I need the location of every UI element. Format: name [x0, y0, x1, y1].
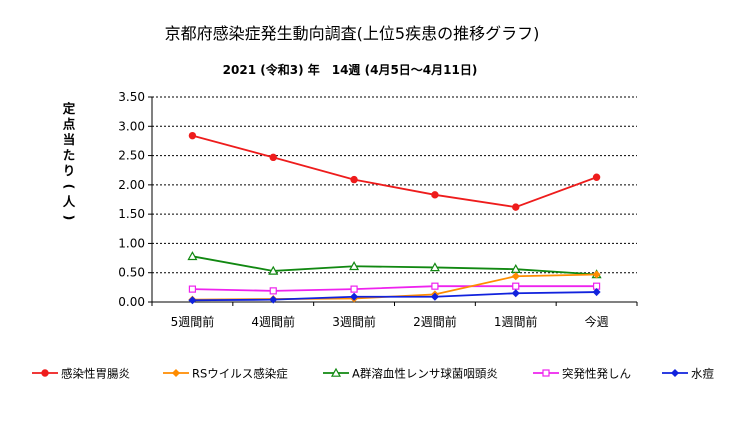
- series-3: [188, 282, 601, 295]
- y-tick-label: 1.00: [118, 236, 145, 250]
- legend: 感染性胃腸炎 RSウイルス感染症 A群溶血性レンサ球菌咽頭炎 突発性発しん 水痘: [32, 367, 714, 381]
- y-axis-label-char: 当: [63, 132, 76, 147]
- series-line: [192, 255, 597, 276]
- data-point: [431, 282, 439, 290]
- data-point: [349, 261, 360, 271]
- y-axis-label-char: 定: [62, 101, 76, 116]
- data-point: [511, 272, 520, 281]
- legend-label: 水痘: [691, 367, 714, 381]
- x-tick-label: 今週: [585, 314, 609, 329]
- data-point: [350, 292, 359, 301]
- y-tick-label: 3.00: [118, 119, 145, 133]
- x-tick-label: 3週間前: [332, 314, 376, 329]
- legend-label: 突発性発しん: [562, 367, 631, 381]
- data-point: [187, 251, 198, 261]
- y-axis-label-char: た: [63, 148, 76, 163]
- y-tick-label: 3.50: [118, 90, 145, 104]
- legend-marker: [171, 368, 181, 378]
- y-axis-label-char: り: [63, 163, 76, 178]
- y-axis-label-char: ): [62, 215, 77, 221]
- legend-marker: [542, 369, 550, 377]
- y-tick-label: 2.00: [118, 178, 145, 192]
- series-line: [192, 134, 597, 209]
- y-axis-label-char: 人: [63, 194, 76, 209]
- legend-marker: [330, 367, 342, 377]
- y-tick-label: 1.50: [118, 207, 145, 221]
- legend-item: 突発性発しん: [533, 367, 631, 381]
- data-point: [431, 191, 439, 199]
- data-point: [430, 292, 439, 301]
- chart-subtitle: 2021 (令和3) 年 14週 (4月5日～4月11日): [223, 62, 478, 77]
- x-tick-label: 5週間前: [171, 314, 215, 329]
- series-4: [188, 288, 601, 305]
- legend-item: A群溶血性レンサ球菌咽頭炎: [323, 367, 498, 381]
- series-line: [192, 291, 597, 302]
- x-tick-label: 4週間前: [251, 314, 295, 329]
- data-point: [269, 153, 277, 162]
- x-tick-label: 1週間前: [494, 314, 538, 329]
- data-point: [512, 203, 520, 211]
- data-point: [268, 265, 279, 275]
- data-point: [269, 287, 277, 295]
- chart-title: 京都府感染症発生動向調査(上位5疾患の推移グラフ): [165, 24, 540, 43]
- y-tick-label: 0.50: [118, 266, 145, 280]
- y-tick-label: 0.00: [118, 295, 145, 309]
- legend-label: RSウイルス感染症: [192, 367, 288, 381]
- legend-item: RSウイルス感染症: [163, 367, 288, 381]
- series-line: [192, 285, 597, 292]
- data-point: [350, 175, 358, 184]
- data-point: [592, 173, 601, 181]
- y-tick-label: 2.50: [118, 149, 145, 163]
- legend-marker: [670, 368, 680, 378]
- data-point: [188, 285, 197, 293]
- series-0: [188, 131, 601, 211]
- data-point: [188, 296, 197, 305]
- data-point: [592, 288, 601, 297]
- legend-marker: [41, 369, 49, 377]
- x-tick-label: 2週間前: [413, 314, 457, 329]
- y-axis-label-char: 点: [63, 117, 76, 132]
- data-point: [350, 285, 358, 293]
- data-point: [512, 282, 520, 290]
- data-point: [429, 262, 440, 272]
- data-point: [188, 131, 197, 140]
- data-point: [592, 270, 601, 279]
- plot-area: 0.00 0.50 1.00 1.50 2.00 2.50 3.00 3.50 5週間前 4週間前…: [118, 90, 638, 329]
- y-axis-label-char: (: [62, 184, 77, 190]
- data-point: [269, 295, 278, 304]
- series-2: [187, 251, 602, 279]
- data-point: [511, 289, 520, 298]
- legend-item: 感染性胃腸炎: [32, 367, 130, 381]
- legend-label: 感染性胃腸炎: [61, 367, 130, 381]
- legend-label: A群溶血性レンサ球菌咽頭炎: [352, 367, 498, 381]
- legend-item: 水痘: [662, 367, 714, 381]
